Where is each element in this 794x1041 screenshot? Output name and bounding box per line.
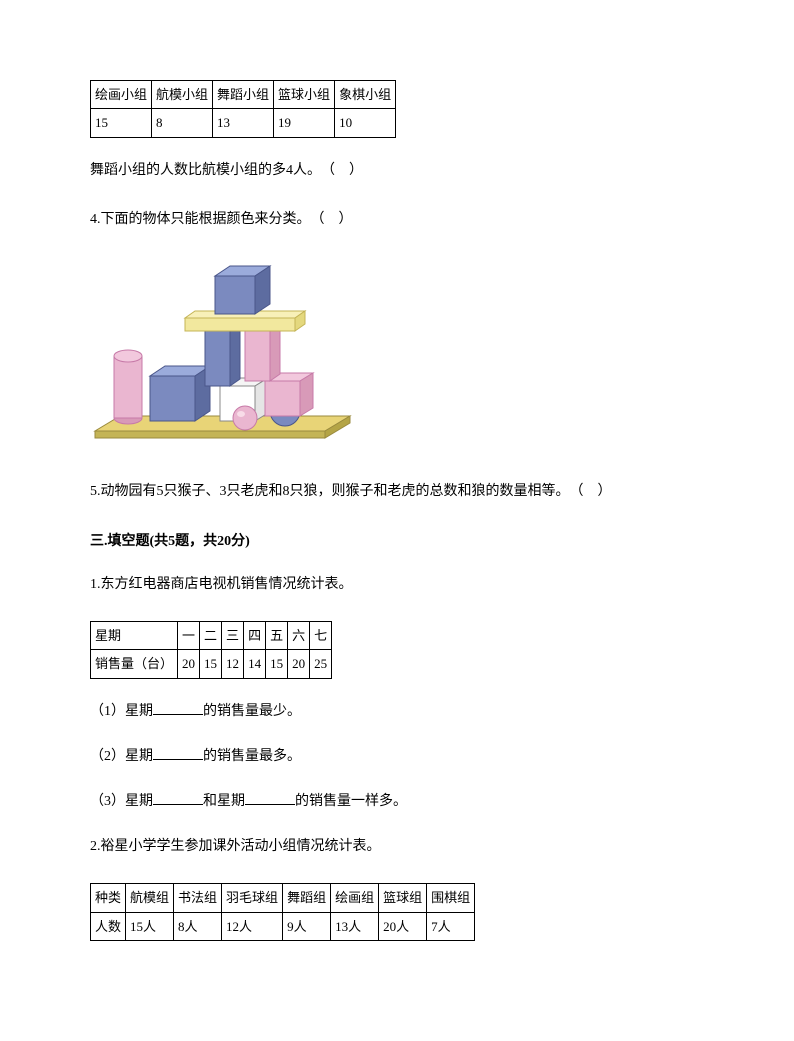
cell: 三 — [222, 621, 244, 649]
sub-question-2: （2）星期 的销售量最多。 — [90, 744, 704, 769]
cell: 13 — [213, 109, 274, 137]
table-activities: 种类 航模组 书法组 羽毛球组 舞蹈组 绘画组 篮球组 围棋组 人数 15人 8… — [90, 883, 475, 941]
cell: 20人 — [379, 912, 427, 940]
cell: 绘画小组 — [91, 81, 152, 109]
section3-q1: 1.东方红电器商店电视机销售情况统计表。 — [90, 572, 704, 597]
sub1-prefix: （1）星期 — [90, 704, 153, 719]
cell: 一 — [178, 621, 200, 649]
sub3-suffix: 的销售量一样多。 — [295, 794, 407, 809]
cell: 种类 — [91, 884, 126, 912]
cell: 15 — [266, 650, 288, 678]
cell: 8人 — [174, 912, 222, 940]
cell: 25 — [310, 650, 332, 678]
cell: 六 — [288, 621, 310, 649]
cell: 航模小组 — [152, 81, 213, 109]
cell: 二 — [200, 621, 222, 649]
cell: 20 — [288, 650, 310, 678]
blank-input[interactable] — [245, 789, 295, 805]
table-row: 绘画小组 航模小组 舞蹈小组 篮球小组 象棋小组 — [91, 81, 396, 109]
blocks-illustration — [90, 256, 704, 455]
cell: 14 — [244, 650, 266, 678]
cell: 15 — [91, 109, 152, 137]
cell: 七 — [310, 621, 332, 649]
cell: 销售量（台） — [91, 650, 178, 678]
cell: 7人 — [427, 912, 475, 940]
section-3-title: 三.填空题(共5题，共20分) — [90, 529, 704, 554]
cell: 绘画组 — [331, 884, 379, 912]
cell: 15人 — [126, 912, 174, 940]
cell: 19 — [274, 109, 335, 137]
cell: 篮球组 — [379, 884, 427, 912]
cell: 星期 — [91, 621, 178, 649]
cell: 13人 — [331, 912, 379, 940]
cell: 五 — [266, 621, 288, 649]
cell: 象棋小组 — [335, 81, 396, 109]
cell: 8 — [152, 109, 213, 137]
sub1-suffix: 的销售量最少。 — [203, 704, 301, 719]
sub3-middle: 和星期 — [203, 794, 245, 809]
table-groups: 绘画小组 航模小组 舞蹈小组 篮球小组 象棋小组 15 8 13 19 10 — [90, 80, 396, 138]
sub3-prefix: （3）星期 — [90, 794, 153, 809]
sub-question-1: （1）星期 的销售量最少。 — [90, 699, 704, 724]
blank-input[interactable] — [153, 744, 203, 760]
sub2-suffix: 的销售量最多。 — [203, 749, 301, 764]
cell: 12 — [222, 650, 244, 678]
table-row: 销售量（台） 20 15 12 14 15 20 25 — [91, 650, 332, 678]
cell: 15 — [200, 650, 222, 678]
cell: 舞蹈组 — [283, 884, 331, 912]
question-3-statement: 舞蹈小组的人数比航模小组的多4人。 （ ） — [90, 158, 704, 183]
section3-q2: 2.裕星小学学生参加课外活动小组情况统计表。 — [90, 834, 704, 859]
cell: 人数 — [91, 912, 126, 940]
question-4-text: 4.下面的物体只能根据颜色来分类。 （ ） — [90, 207, 704, 232]
cell: 10 — [335, 109, 396, 137]
blank-input[interactable] — [153, 699, 203, 715]
cell: 羽毛球组 — [222, 884, 283, 912]
cell: 四 — [244, 621, 266, 649]
table-row: 人数 15人 8人 12人 9人 13人 20人 7人 — [91, 912, 475, 940]
table-sales: 星期 一 二 三 四 五 六 七 销售量（台） 20 15 12 14 15 2… — [90, 621, 332, 679]
cell: 9人 — [283, 912, 331, 940]
cell: 书法组 — [174, 884, 222, 912]
cell: 航模组 — [126, 884, 174, 912]
table-row: 种类 航模组 书法组 羽毛球组 舞蹈组 绘画组 篮球组 围棋组 — [91, 884, 475, 912]
sub2-prefix: （2）星期 — [90, 749, 153, 764]
table-row: 星期 一 二 三 四 五 六 七 — [91, 621, 332, 649]
cell: 篮球小组 — [274, 81, 335, 109]
cell: 围棋组 — [427, 884, 475, 912]
question-5-text: 5.动物园有5只猴子、3只老虎和8只狼，则猴子和老虎的总数和狼的数量相等。 （ … — [90, 479, 704, 504]
cell: 20 — [178, 650, 200, 678]
cell: 舞蹈小组 — [213, 81, 274, 109]
blank-input[interactable] — [153, 789, 203, 805]
sub-question-3: （3）星期 和星期 的销售量一样多。 — [90, 789, 704, 814]
table-row: 15 8 13 19 10 — [91, 109, 396, 137]
cell: 12人 — [222, 912, 283, 940]
